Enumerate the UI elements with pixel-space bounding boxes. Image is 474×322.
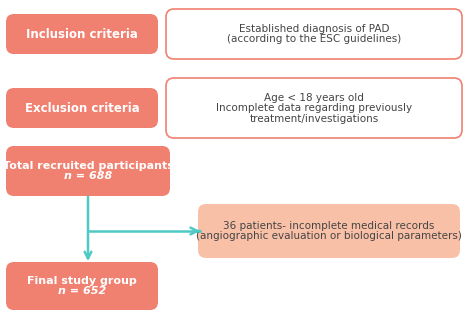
FancyBboxPatch shape <box>166 9 462 59</box>
Text: Exclusion criteria: Exclusion criteria <box>25 101 139 115</box>
Text: n = 652: n = 652 <box>58 286 106 296</box>
FancyBboxPatch shape <box>6 88 158 128</box>
Text: 36 patients- incomplete medical records: 36 patients- incomplete medical records <box>223 221 435 231</box>
Text: Incomplete data regarding previously: Incomplete data regarding previously <box>216 103 412 113</box>
Text: (according to the ESC guidelines): (according to the ESC guidelines) <box>227 34 401 44</box>
FancyBboxPatch shape <box>166 78 462 138</box>
Text: (angiographic evaluation or biological parameters): (angiographic evaluation or biological p… <box>196 231 462 241</box>
Text: Final study group: Final study group <box>27 276 137 286</box>
Text: n = 688: n = 688 <box>64 171 112 181</box>
FancyBboxPatch shape <box>6 14 158 54</box>
Text: treatment/investigations: treatment/investigations <box>249 113 379 124</box>
Text: Established diagnosis of PAD: Established diagnosis of PAD <box>239 24 389 34</box>
Text: Inclusion criteria: Inclusion criteria <box>26 27 138 41</box>
FancyBboxPatch shape <box>6 146 170 196</box>
FancyBboxPatch shape <box>198 204 460 258</box>
FancyBboxPatch shape <box>6 262 158 310</box>
Text: Total recruited participants: Total recruited participants <box>2 161 173 171</box>
Text: Age < 18 years old: Age < 18 years old <box>264 92 364 102</box>
